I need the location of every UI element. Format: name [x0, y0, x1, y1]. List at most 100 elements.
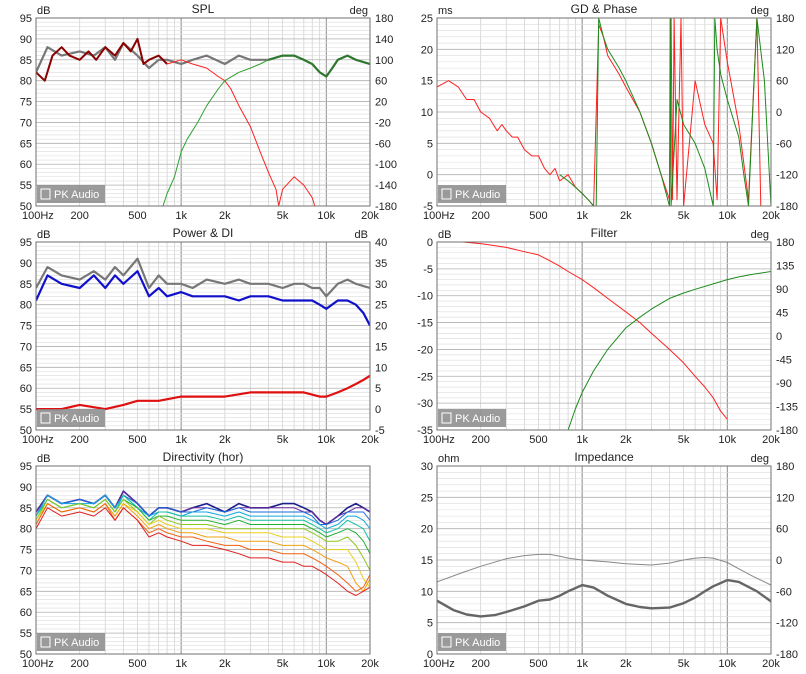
y-tick-label: -10 — [417, 291, 433, 303]
x-tick-label: 20k — [762, 658, 780, 670]
y-tick-label: 5 — [427, 138, 433, 150]
x-tick-label: 100Hz — [423, 210, 455, 222]
y-tick-label: 75 — [20, 545, 32, 557]
y-tick-label: -30 — [417, 398, 433, 410]
x-tick-label: 1k — [576, 210, 588, 222]
y-right-tick-label: -180 — [776, 649, 798, 661]
y-tick-label: 0 — [427, 170, 433, 182]
chart-spl: 50 55 60 65 70 75 80 85 90 95 -180 -140 -100 -60 -20 20… — [20, 2, 397, 222]
watermark-text: PK Audio — [455, 637, 500, 649]
y-axis-right-label: deg — [751, 5, 769, 17]
y-right-tick-label: 180 — [776, 461, 794, 473]
x-tick-label: 200 — [71, 658, 89, 670]
pk-audio-logo-icon — [441, 188, 452, 200]
y-tick-label: -20 — [417, 344, 433, 356]
y-axis-right-label: dB — [355, 229, 368, 241]
y-tick-label: 55 — [20, 404, 32, 416]
y-tick-label: 95 — [20, 13, 32, 25]
x-tick-label: 500 — [128, 434, 146, 446]
y-right-tick-label: 180 — [375, 13, 393, 25]
y-right-tick-label: 15 — [375, 341, 387, 353]
y-right-tick-label: -5 — [375, 425, 385, 437]
y-tick-label: 20 — [421, 44, 433, 56]
y-tick-label: 75 — [20, 321, 32, 333]
y-right-tick-label: 0 — [776, 555, 782, 567]
y-tick-label: 70 — [20, 341, 32, 353]
plot-frame — [436, 17, 772, 207]
watermark-text: PK Audio — [455, 413, 500, 425]
x-tick-label: 1k — [175, 658, 187, 670]
x-tick-label: 10k — [317, 434, 335, 446]
x-tick-label: 1k — [175, 434, 187, 446]
y-tick-label: 90 — [20, 258, 32, 270]
x-tick-label: 2k — [620, 434, 632, 446]
x-tick-label: 200 — [472, 210, 490, 222]
x-tick-label: 100Hz — [22, 434, 54, 446]
x-tick-label: 5k — [277, 658, 289, 670]
grid — [35, 241, 371, 431]
chart-title: Impedance — [574, 450, 634, 464]
x-tick-label: 1k — [576, 658, 588, 670]
y-right-tick-label: -140 — [375, 180, 397, 192]
series-line-1 — [36, 37, 168, 82]
pk-audio-logo-icon — [441, 412, 452, 424]
chart-title: Filter — [591, 226, 618, 240]
y-tick-label: 95 — [20, 461, 32, 473]
y-right-tick-label: -60 — [776, 586, 792, 598]
pk-audio-logo-icon — [40, 188, 51, 200]
y-right-tick-label: -45 — [776, 355, 792, 367]
y-tick-label: 65 — [20, 586, 32, 598]
plot-frame — [35, 241, 371, 431]
y-tick-label: 70 — [20, 565, 32, 577]
y-tick-label: 80 — [20, 524, 32, 536]
y-tick-label: 65 — [20, 362, 32, 374]
y-tick-label: 80 — [20, 76, 32, 88]
y-right-tick-label: 5 — [375, 383, 381, 395]
series-group — [36, 490, 370, 596]
series-group — [437, 242, 771, 430]
x-tick-label: 5k — [277, 210, 289, 222]
x-tick-label: 200 — [71, 434, 89, 446]
y-right-tick-label: 0 — [375, 404, 381, 416]
series-group — [36, 257, 370, 411]
chart-title: Power & DI — [173, 226, 234, 240]
x-tick-label: 20k — [361, 210, 379, 222]
y-right-tick-label: 40 — [375, 237, 387, 249]
watermark: PK Audio — [438, 409, 506, 427]
pk-audio-logo-icon — [40, 412, 51, 424]
x-tick-label: 10k — [718, 434, 736, 446]
x-tick-label: 500 — [529, 210, 547, 222]
chart-title: Directivity (hor) — [163, 450, 244, 464]
y-right-tick-label: -180 — [776, 425, 798, 437]
x-tick-label: 10k — [718, 658, 736, 670]
x-tick-label: 200 — [472, 434, 490, 446]
watermark-text: PK Audio — [54, 413, 99, 425]
y-right-tick-label: -90 — [776, 378, 792, 390]
chart-filter: -35 -30 -25 -20 -15 -10 -5 0 -180 -135 -90 -45 0 45 90… — [417, 226, 798, 446]
x-tick-label: 20k — [762, 434, 780, 446]
chart-impedance: 0 5 10 15 20 25 30 -180 -120 -60 0 60 120 180 100Hz 200… — [421, 450, 798, 670]
plot-frame — [35, 17, 371, 207]
y-axis-right-label: deg — [751, 453, 769, 465]
x-tick-label: 200 — [472, 658, 490, 670]
chart-title: SPL — [192, 2, 215, 16]
y-right-tick-label: -60 — [375, 138, 391, 150]
x-tick-label: 5k — [678, 210, 690, 222]
x-tick-label: 500 — [529, 658, 547, 670]
y-right-tick-label: 100 — [375, 55, 393, 67]
plot-frame — [436, 465, 772, 655]
series-line-0 — [437, 242, 728, 420]
series-group — [437, 553, 771, 618]
y-right-tick-label: 180 — [776, 237, 794, 249]
y-right-tick-label: -120 — [776, 170, 798, 182]
y-right-tick-label: 0 — [776, 331, 782, 343]
grid — [436, 465, 772, 655]
y-tick-label: 65 — [20, 138, 32, 150]
y-tick-label: 15 — [421, 555, 433, 567]
y-tick-label: -5 — [423, 264, 433, 276]
series-line-1 — [437, 553, 771, 586]
y-right-tick-label: 90 — [776, 284, 788, 296]
y-tick-label: 55 — [20, 180, 32, 192]
y-right-tick-label: 0 — [776, 107, 782, 119]
x-tick-label: 2k — [219, 434, 231, 446]
